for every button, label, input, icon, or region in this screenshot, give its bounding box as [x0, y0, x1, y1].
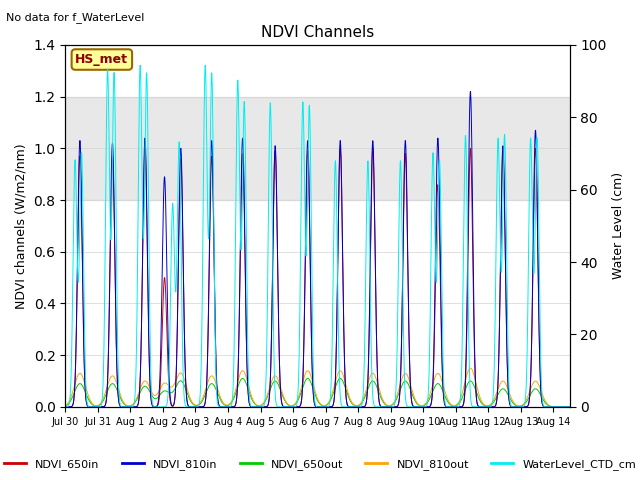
- Text: HS_met: HS_met: [76, 53, 129, 66]
- Bar: [65, 96, 570, 200]
- Y-axis label: Water Level (cm): Water Level (cm): [612, 172, 625, 279]
- Legend: NDVI_650in, NDVI_810in, NDVI_650out, NDVI_810out, WaterLevel_CTD_cm: NDVI_650in, NDVI_810in, NDVI_650out, NDV…: [0, 455, 640, 474]
- Title: NDVI Channels: NDVI Channels: [261, 24, 374, 39]
- Y-axis label: NDVI channels (W/m2/nm): NDVI channels (W/m2/nm): [15, 143, 28, 309]
- Text: No data for f_WaterLevel: No data for f_WaterLevel: [6, 12, 145, 23]
